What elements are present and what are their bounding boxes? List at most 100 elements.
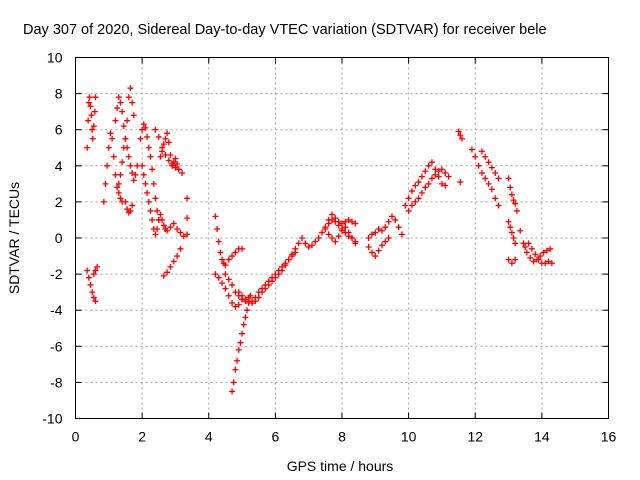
data-point: [145, 198, 152, 205]
x-tick-label: 4: [205, 429, 213, 445]
series-seg30: [478, 148, 502, 182]
data-point: [114, 184, 121, 191]
data-point: [119, 108, 126, 115]
data-point: [332, 238, 339, 245]
data-point: [442, 170, 449, 177]
data-point: [345, 216, 352, 223]
series-seg6: [115, 135, 141, 187]
data-point: [235, 301, 242, 308]
data-point: [415, 195, 422, 202]
data-point: [512, 240, 519, 247]
data-point: [522, 244, 529, 251]
data-point: [265, 278, 272, 285]
x-tick-label: 6: [271, 429, 279, 445]
y-tick-label: -4: [50, 302, 63, 318]
data-point: [222, 262, 229, 269]
data-point: [129, 202, 136, 209]
data-point: [482, 153, 489, 160]
data-point: [348, 235, 355, 241]
y-tick-label: 10: [47, 50, 63, 66]
data-point: [438, 166, 445, 173]
data-point: [184, 231, 191, 238]
y-tick-label: 6: [55, 122, 63, 138]
data-point: [239, 330, 246, 337]
data-point: [510, 197, 517, 204]
data-point: [435, 173, 442, 180]
data-point: [122, 135, 129, 142]
data-point: [155, 133, 162, 140]
data-point: [177, 245, 184, 252]
data-point: [475, 162, 482, 169]
data-point: [275, 267, 282, 274]
data-point: [402, 202, 409, 209]
series-seg25: [365, 235, 392, 260]
data-point: [86, 94, 93, 101]
data-point: [385, 218, 392, 225]
y-tick-label: 4: [55, 158, 63, 174]
data-point: [382, 224, 389, 231]
data-point: [119, 159, 126, 166]
data-points: [84, 85, 555, 395]
series-seg35: [522, 240, 555, 267]
data-point: [428, 175, 435, 182]
data-point: [378, 242, 385, 249]
data-point: [508, 191, 515, 198]
data-point: [140, 121, 147, 128]
data-point: [89, 126, 96, 133]
data-point: [540, 249, 547, 256]
data-point: [229, 253, 236, 260]
data-point: [235, 346, 242, 353]
data-point: [392, 216, 399, 223]
data-point: [150, 180, 157, 187]
data-point: [312, 238, 319, 245]
data-point: [378, 227, 385, 234]
data-point: [309, 242, 316, 249]
data-point: [348, 218, 355, 225]
data-point: [375, 225, 382, 232]
data-point: [292, 249, 299, 256]
y-tick-label: 0: [55, 230, 63, 246]
data-point: [157, 211, 164, 218]
data-point: [365, 235, 372, 241]
data-point: [172, 164, 179, 171]
data-point: [142, 124, 149, 131]
data-point: [122, 198, 129, 205]
data-point: [325, 231, 332, 238]
data-point: [478, 148, 485, 155]
data-point: [104, 162, 111, 169]
data-point: [335, 233, 342, 240]
data-point: [244, 307, 251, 314]
data-point: [184, 195, 191, 202]
data-point: [375, 247, 382, 254]
y-tick-label: -2: [50, 266, 63, 282]
data-point: [442, 182, 449, 189]
data-point: [339, 220, 345, 227]
data-point: [89, 135, 96, 142]
data-point: [112, 117, 119, 124]
data-point: [507, 184, 514, 191]
data-point: [425, 180, 432, 187]
data-point: [124, 144, 131, 151]
data-point: [488, 186, 495, 193]
data-point: [352, 240, 359, 247]
data-point: [129, 170, 136, 177]
y-tick-label: -10: [42, 411, 62, 427]
series-seg29: [468, 146, 502, 209]
data-point: [160, 222, 167, 229]
data-point: [84, 144, 91, 151]
data-point: [157, 153, 164, 160]
data-point: [169, 162, 176, 169]
data-point: [249, 298, 256, 305]
series-seg16: [212, 271, 246, 310]
data-point: [170, 258, 177, 265]
data-point: [219, 256, 226, 263]
data-point: [319, 229, 326, 236]
x-tick-label: 16: [601, 429, 617, 445]
data-point: [432, 166, 439, 173]
data-point: [165, 139, 172, 146]
data-point: [115, 180, 122, 187]
data-point: [149, 166, 156, 173]
data-point: [530, 258, 537, 265]
chart-title: Day 307 of 2020, Sidereal Day-to-day VTE…: [23, 22, 547, 38]
y-tick-labels: -10 -8 -6 -4 -2 0 2 4 6 8 10: [42, 50, 62, 427]
